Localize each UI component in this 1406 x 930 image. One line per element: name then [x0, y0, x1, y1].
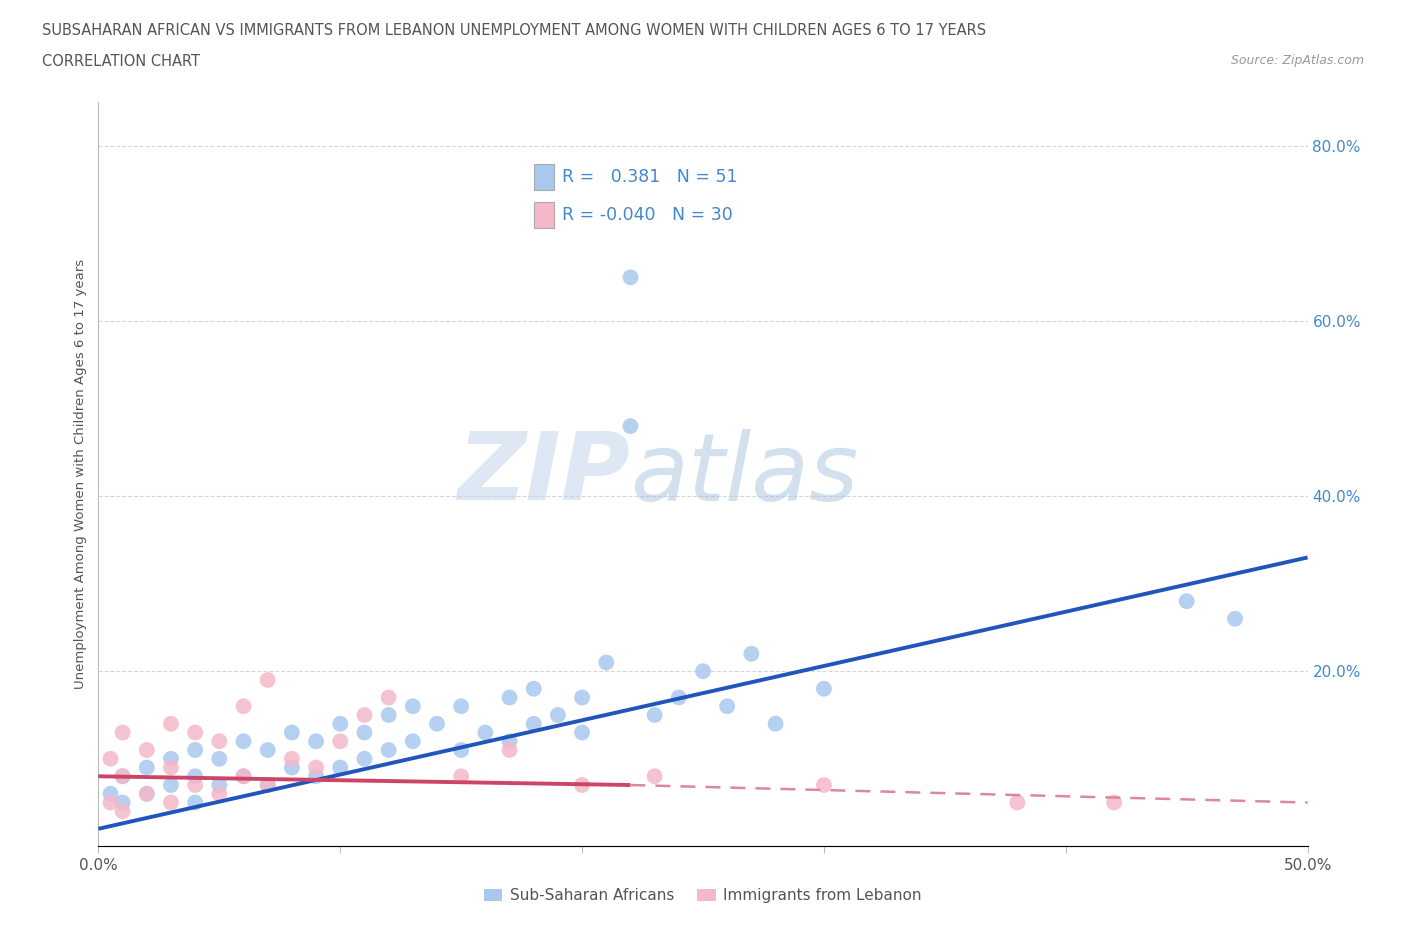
Point: [329, 760, 352, 775]
Point: [571, 690, 593, 705]
Text: CORRELATION CHART: CORRELATION CHART: [42, 54, 200, 69]
Point: [740, 646, 762, 661]
Point: [692, 664, 714, 679]
Point: [111, 795, 134, 810]
Point: [498, 690, 520, 705]
Point: [184, 795, 207, 810]
Point: [329, 734, 352, 749]
Point: [184, 769, 207, 784]
Point: [232, 698, 254, 713]
Point: [595, 655, 617, 670]
Point: [426, 716, 449, 731]
Text: SUBSAHARAN AFRICAN VS IMMIGRANTS FROM LEBANON UNEMPLOYMENT AMONG WOMEN WITH CHIL: SUBSAHARAN AFRICAN VS IMMIGRANTS FROM LE…: [42, 23, 986, 38]
Point: [450, 742, 472, 757]
Point: [571, 777, 593, 792]
Point: [498, 734, 520, 749]
Text: R = -0.040   N = 30: R = -0.040 N = 30: [562, 206, 733, 224]
Point: [281, 725, 304, 740]
Bar: [534, 165, 554, 190]
Point: [208, 734, 231, 749]
Point: [450, 769, 472, 784]
Point: [402, 698, 425, 713]
Point: [619, 270, 641, 285]
Point: [111, 804, 134, 818]
Y-axis label: Unemployment Among Women with Children Ages 6 to 17 years: Unemployment Among Women with Children A…: [73, 259, 87, 689]
Point: [256, 777, 278, 792]
Point: [232, 734, 254, 749]
Point: [450, 698, 472, 713]
Text: Source: ZipAtlas.com: Source: ZipAtlas.com: [1230, 54, 1364, 67]
Point: [377, 690, 399, 705]
Point: [135, 742, 157, 757]
Point: [135, 760, 157, 775]
Point: [232, 769, 254, 784]
Point: [547, 708, 569, 723]
Point: [1102, 795, 1125, 810]
Point: [111, 769, 134, 784]
Point: [1223, 611, 1246, 626]
Legend: Sub-Saharan Africans, Immigrants from Lebanon: Sub-Saharan Africans, Immigrants from Le…: [478, 883, 928, 910]
Point: [208, 751, 231, 766]
Point: [208, 787, 231, 802]
Point: [256, 672, 278, 687]
Point: [353, 725, 375, 740]
Point: [644, 708, 666, 723]
Point: [329, 716, 352, 731]
Point: [256, 742, 278, 757]
Point: [571, 725, 593, 740]
Point: [208, 777, 231, 792]
Point: [305, 760, 328, 775]
Point: [1175, 593, 1198, 608]
Point: [523, 682, 546, 697]
Point: [813, 682, 835, 697]
Point: [353, 751, 375, 766]
Text: atlas: atlas: [630, 429, 859, 520]
Point: [402, 734, 425, 749]
Text: ZIP: ZIP: [457, 429, 630, 520]
Point: [100, 751, 122, 766]
Point: [135, 787, 157, 802]
Point: [498, 742, 520, 757]
Point: [281, 751, 304, 766]
Point: [111, 769, 134, 784]
Point: [353, 708, 375, 723]
Point: [474, 725, 496, 740]
Point: [184, 725, 207, 740]
Point: [523, 716, 546, 731]
Point: [644, 769, 666, 784]
Point: [160, 795, 183, 810]
Point: [232, 769, 254, 784]
Point: [111, 725, 134, 740]
Point: [281, 760, 304, 775]
Point: [256, 777, 278, 792]
Bar: [534, 203, 554, 228]
Point: [100, 787, 122, 802]
Text: R =   0.381   N = 51: R = 0.381 N = 51: [562, 168, 738, 186]
Point: [135, 787, 157, 802]
Point: [813, 777, 835, 792]
Point: [716, 698, 738, 713]
Point: [377, 742, 399, 757]
Point: [377, 708, 399, 723]
Point: [1007, 795, 1029, 810]
Point: [160, 777, 183, 792]
Point: [305, 769, 328, 784]
Point: [765, 716, 787, 731]
Point: [160, 751, 183, 766]
Point: [100, 795, 122, 810]
Point: [184, 777, 207, 792]
Point: [619, 418, 641, 433]
Point: [160, 760, 183, 775]
Point: [160, 716, 183, 731]
Point: [184, 742, 207, 757]
Point: [305, 734, 328, 749]
Point: [668, 690, 690, 705]
